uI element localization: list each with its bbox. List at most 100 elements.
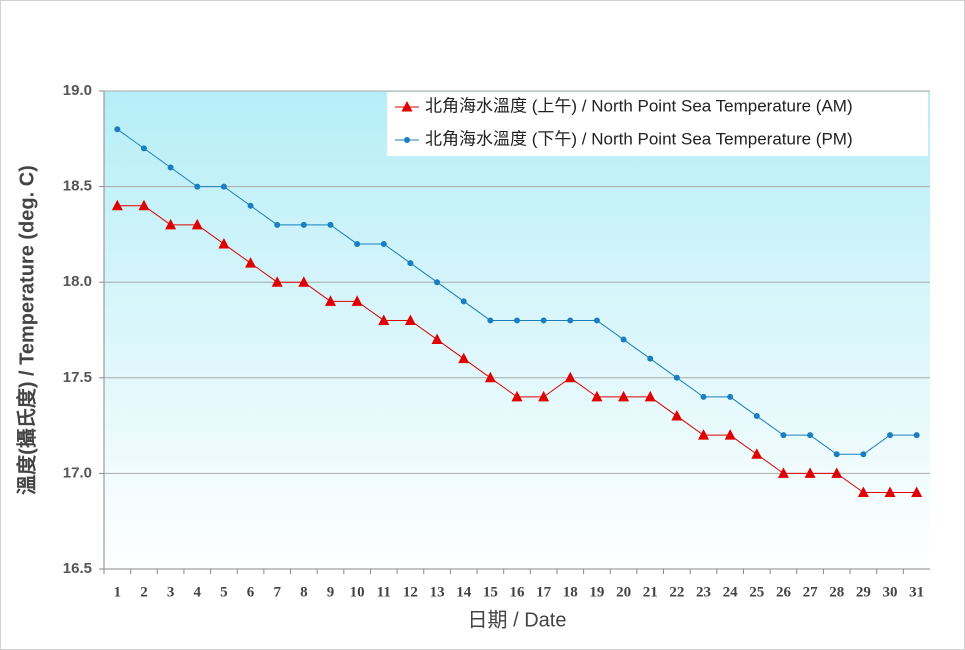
marker: [327, 221, 334, 228]
legend-label: 北角海水溫度 (下午) / North Point Sea Temperatur…: [425, 129, 853, 148]
marker: [140, 145, 147, 152]
marker: [167, 164, 174, 171]
x-tick-label: 20: [616, 584, 631, 600]
marker: [458, 352, 470, 364]
marker: [593, 317, 600, 324]
marker: [777, 467, 789, 478]
marker: [271, 276, 283, 287]
marker: [194, 183, 201, 190]
x-tick-label: 12: [403, 584, 418, 600]
plot-area: [104, 91, 930, 569]
x-tick-label: 11: [377, 584, 391, 600]
x-tick-label: 17: [536, 584, 552, 600]
marker: [538, 390, 550, 402]
marker: [673, 374, 680, 381]
marker: [407, 260, 414, 267]
marker: [540, 317, 547, 324]
y-tick-label: 18.0: [63, 273, 92, 290]
x-tick-label: 3: [167, 584, 175, 600]
x-tick-label: 7: [273, 584, 281, 600]
marker: [114, 126, 121, 133]
marker: [804, 467, 816, 478]
x-tick-label: 22: [669, 584, 684, 600]
marker: [351, 295, 363, 306]
x-tick-label: 26: [776, 584, 792, 600]
y-tick-label: 17.5: [63, 369, 92, 386]
x-tick-label: 13: [430, 584, 445, 600]
legend: [387, 92, 928, 156]
marker: [165, 218, 177, 230]
marker: [298, 276, 310, 287]
x-tick-label: 14: [456, 584, 472, 600]
y-tick-label: 18.5: [63, 178, 92, 195]
x-tick-label: 10: [350, 584, 365, 600]
x-tick-label: 8: [300, 584, 308, 600]
marker: [671, 410, 683, 421]
marker: [833, 451, 840, 458]
marker: [111, 199, 123, 211]
marker: [751, 448, 763, 459]
marker: [300, 221, 307, 228]
x-tick-label: 28: [829, 584, 844, 600]
marker: [460, 298, 467, 305]
marker: [913, 432, 920, 439]
marker: [698, 429, 710, 440]
marker: [401, 101, 413, 112]
x-tick-label: 6: [247, 584, 255, 600]
marker: [644, 390, 656, 402]
marker: [807, 432, 814, 439]
marker: [218, 237, 230, 249]
marker: [780, 432, 787, 439]
x-tick-label: 30: [883, 584, 898, 600]
x-tick-label: 16: [510, 584, 526, 600]
marker: [378, 314, 390, 325]
marker: [753, 413, 760, 420]
y-tick-label: 16.5: [63, 560, 92, 577]
marker: [511, 390, 523, 402]
marker: [700, 393, 707, 400]
marker: [431, 333, 443, 345]
x-tick-label: 27: [803, 584, 819, 600]
marker: [514, 317, 520, 324]
marker: [220, 183, 227, 190]
x-tick-label: 15: [483, 584, 498, 600]
marker: [620, 336, 627, 343]
x-tick-label: 24: [723, 584, 739, 600]
x-tick-label: 25: [749, 584, 764, 600]
legend-label: 北角海水溫度 (上午) / North Point Sea Temperatur…: [425, 96, 853, 115]
marker: [647, 355, 654, 362]
marker: [591, 390, 603, 402]
marker: [404, 137, 410, 143]
marker: [138, 199, 150, 211]
x-tick-label: 2: [140, 584, 148, 600]
x-tick-label: 4: [194, 584, 202, 600]
marker: [484, 371, 496, 383]
x-tick-label: 29: [856, 584, 871, 600]
marker: [887, 432, 894, 439]
marker: [354, 240, 361, 247]
marker: [727, 393, 734, 400]
x-tick-label: 19: [589, 584, 604, 600]
marker: [191, 218, 203, 230]
marker: [831, 467, 843, 478]
marker: [911, 486, 923, 498]
x-tick-label: 31: [909, 584, 924, 600]
marker: [274, 221, 281, 228]
marker: [404, 314, 416, 325]
x-tick-label: 18: [563, 584, 578, 600]
marker: [564, 371, 576, 383]
marker: [245, 257, 257, 268]
marker: [487, 317, 494, 324]
y-tick-label: 19.0: [63, 82, 92, 99]
marker: [860, 451, 867, 458]
x-axis-title: 日期 / Date: [468, 609, 567, 631]
y-tick-label: 17.0: [63, 464, 92, 481]
marker: [324, 295, 336, 306]
y-axis-title: 溫度(攝氏度) / Temperature (deg. C): [14, 165, 38, 495]
x-tick-label: 9: [327, 584, 335, 600]
marker: [724, 429, 736, 440]
marker: [884, 486, 896, 498]
x-tick-label: 21: [643, 584, 658, 600]
x-tick-label: 5: [220, 584, 228, 600]
